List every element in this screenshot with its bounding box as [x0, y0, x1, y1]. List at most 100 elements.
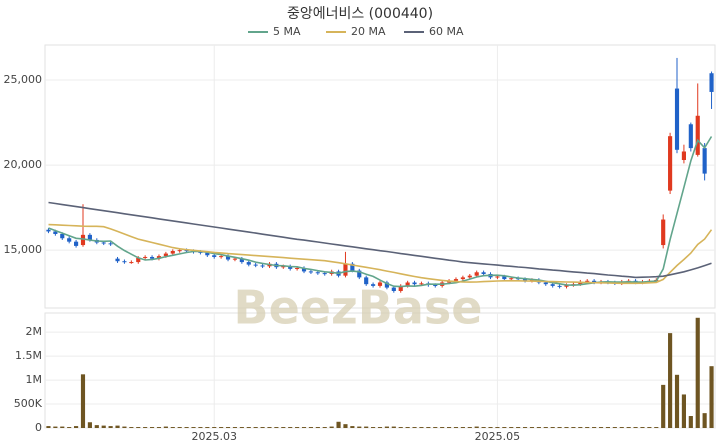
candle-body — [550, 284, 555, 286]
volume-bar — [371, 427, 376, 428]
candle-body — [87, 234, 92, 240]
volume-bar — [246, 427, 251, 428]
candle-body — [398, 285, 403, 291]
volume-bar — [274, 427, 279, 428]
volume-bar — [350, 426, 355, 428]
volume-bar — [122, 426, 127, 428]
volume-bar — [688, 416, 693, 428]
candle-body — [163, 253, 168, 257]
candle-body — [377, 282, 383, 286]
volume-bar — [495, 427, 500, 428]
y-tick-label: 15,000 — [4, 243, 43, 256]
volume-bar — [564, 427, 569, 428]
volume-bar — [598, 427, 604, 428]
volume-bar — [232, 427, 238, 428]
volume-bar — [67, 427, 72, 428]
candle-body — [67, 238, 72, 242]
volume-bar — [543, 427, 548, 428]
volume-bar — [502, 427, 507, 428]
volume-bar — [156, 427, 162, 428]
volume-bar — [668, 333, 673, 428]
volume-bar — [384, 426, 389, 428]
volume-bar — [626, 427, 631, 428]
volume-bar — [695, 317, 700, 428]
volume-bar — [433, 427, 438, 428]
volume-bar — [550, 427, 555, 428]
volume-bar — [343, 424, 348, 428]
x-tick-label: 2025.03 — [191, 430, 237, 443]
volume-bar — [108, 426, 113, 428]
volume-bar — [136, 427, 141, 428]
candle-body — [288, 266, 293, 269]
volume-bar — [295, 427, 300, 428]
candle-body — [522, 279, 528, 281]
volume-bar — [467, 427, 472, 428]
candle-body — [343, 263, 348, 276]
volume-bar — [198, 427, 203, 428]
volume-bar — [398, 427, 403, 428]
volume-bar — [709, 366, 714, 428]
candle-body — [674, 88, 680, 150]
volume-bar — [177, 427, 182, 428]
candle-body — [301, 268, 307, 272]
grid: 15,000 20,000 25,000 0 500K 1M 1.5M 2M 2025.03 20… — [4, 45, 715, 443]
legend-label: 5 MA — [273, 25, 301, 38]
candle-body — [170, 251, 175, 254]
candle-body — [391, 287, 396, 291]
candle-body — [543, 282, 548, 285]
candle-body — [502, 276, 507, 280]
candle-body — [101, 242, 106, 244]
candle-body — [80, 234, 86, 246]
volume-bar — [281, 427, 286, 428]
volume-bar — [585, 427, 590, 428]
volume-bar — [509, 427, 514, 428]
volume-bar — [412, 427, 417, 428]
candle-body — [419, 283, 424, 285]
candle-body — [585, 280, 590, 282]
volume-bar — [681, 394, 686, 428]
candle-body — [509, 278, 514, 280]
y-tick-label: 500K — [14, 397, 43, 410]
volume-bar — [301, 427, 307, 428]
marks: 5 MA 20 MA 60 MA — [46, 25, 714, 428]
volume-bar — [267, 427, 272, 428]
chart-title: 중앙에너비스 (000440) — [287, 6, 433, 22]
candle-body — [198, 251, 203, 253]
candle-body — [295, 268, 300, 270]
candle-body — [239, 258, 244, 263]
volume-bar — [239, 427, 244, 428]
candle-body — [695, 115, 700, 155]
volume-bar — [260, 427, 265, 428]
candle-body — [46, 229, 51, 232]
candle-body — [143, 256, 148, 258]
volume-bar — [205, 427, 210, 428]
volume-bar — [253, 427, 258, 428]
candle-body — [557, 285, 562, 287]
y-tick-label: 1.5M — [15, 349, 42, 362]
price-panel — [44, 44, 716, 309]
volume-bar — [94, 425, 99, 428]
volume-bar — [391, 426, 396, 428]
candle-body — [281, 266, 286, 268]
volume-bar — [364, 426, 369, 428]
volume-bar — [357, 426, 362, 428]
volume-bar — [212, 427, 217, 428]
legend-label: 20 MA — [351, 25, 386, 38]
candle-body — [315, 272, 320, 274]
volume-bar — [633, 427, 638, 428]
volume-bar — [101, 425, 106, 428]
candle-body — [253, 264, 258, 266]
volume-bar — [329, 426, 334, 428]
candle-body — [115, 258, 120, 262]
y-tick-label: 20,000 — [4, 158, 43, 171]
volume-bar — [53, 426, 58, 428]
volume-bar — [288, 427, 293, 428]
candle-body — [136, 257, 141, 263]
volume-bar — [488, 427, 493, 428]
volume-bar — [661, 384, 666, 428]
volume-bar — [308, 427, 313, 428]
volume-bar — [571, 427, 576, 428]
candle-body — [467, 275, 472, 278]
candle-body — [308, 271, 313, 273]
volume-bar — [170, 427, 175, 428]
